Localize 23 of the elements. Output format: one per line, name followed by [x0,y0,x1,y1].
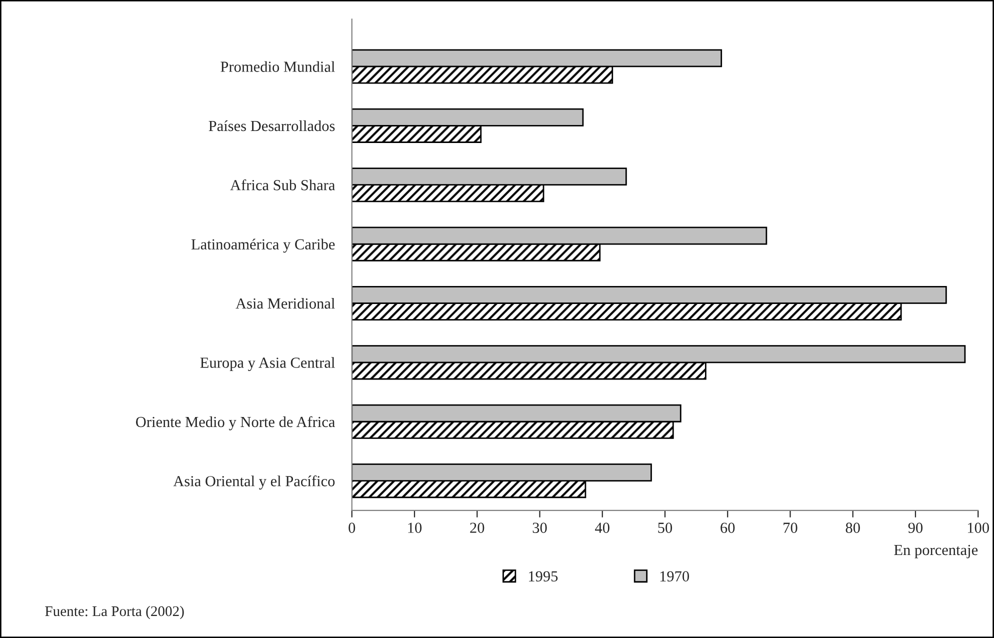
x-tick-label: 100 [968,522,989,533]
legend-label: 1970 [660,571,690,582]
legend-label: 1995 [528,571,558,582]
x-tick-label: 10 [408,522,422,533]
y-tick-label: Europa y Asia Central [200,357,335,372]
y-tick-label: Países Desarrollados [208,120,335,132]
source-note: Fuente: La Porta (2002) [45,606,184,620]
y-tick-label: Promedio Mundial [220,61,335,72]
y-tick-label: Latinoamérica y Caribe [191,238,335,253]
x-tick-label: 90 [908,522,923,533]
y-tick-label: Africa Sub Shara [230,179,335,190]
y-tick-label: Oriente Medio y Norte de Africa [136,416,335,430]
x-axis-title: En porcentaje [894,544,978,558]
x-tick-label: 80 [846,522,860,533]
y-tick-label: Asia Oriental y el Pacífico [173,475,335,490]
x-tick-label: 30 [532,522,547,533]
y-tick-label: Asia Meridional [236,298,335,309]
x-tick-label: 70 [784,522,798,533]
x-tick-label: 50 [658,522,672,533]
x-tick-label: 20 [470,522,484,533]
x-tick-label: 0 [348,522,356,533]
x-tick-label: 60 [720,522,735,533]
x-tick-label: 40 [595,522,610,533]
